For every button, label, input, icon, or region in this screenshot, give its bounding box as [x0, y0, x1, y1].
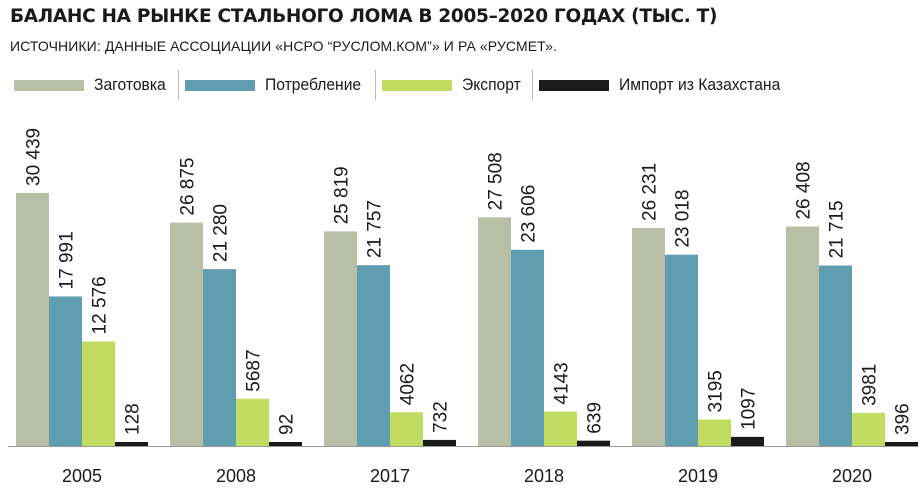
value-label-2008-экспорт: 5687 — [244, 349, 265, 391]
category-label-2018: 2018 — [524, 466, 564, 486]
bar-2020-экспорт — [852, 412, 885, 446]
bar-2019-экспорт — [698, 419, 731, 446]
bar-2020-импорт-из-казахстана — [885, 442, 918, 446]
legend-label-potreblenie: Потребление — [264, 75, 362, 94]
value-label-2008-импорт-из-казахстана: 92 — [277, 414, 298, 435]
bar-2020-потребление — [819, 265, 852, 446]
bar-2017-заготовка — [324, 231, 357, 446]
bar-2018-заготовка — [478, 217, 511, 446]
bar-2019-импорт-из-казахстана — [731, 436, 764, 446]
bar-2008-заготовка — [170, 222, 203, 446]
bar-2020-заготовка — [786, 226, 819, 446]
legend-label-eksport: Экспорт — [462, 75, 522, 94]
value-label-2005-потребление: 17 991 — [57, 231, 78, 289]
legend-item-potreblenie: Потребление — [177, 70, 376, 100]
value-label-2017-заготовка: 25 819 — [332, 166, 353, 224]
value-label-2019-импорт-из-казахстана: 1097 — [739, 388, 760, 430]
value-label-2020-экспорт: 3981 — [860, 364, 881, 406]
bar-2005-заготовка — [16, 193, 49, 446]
legend-swatch-eksport — [382, 79, 453, 91]
value-label-2018-потребление: 23 606 — [519, 185, 540, 243]
bar-2005-импорт-из-казахстана — [115, 442, 148, 446]
category-label-2019: 2019 — [678, 466, 718, 486]
legend-label-import: Импорт из Казахстана — [619, 75, 781, 94]
value-label-2020-потребление: 21 715 — [827, 200, 848, 258]
value-label-2008-потребление: 21 280 — [211, 204, 232, 262]
category-label-2005: 2005 — [62, 466, 102, 486]
bar-2008-потребление — [203, 269, 236, 446]
value-label-2017-импорт-из-казахстана: 732 — [431, 401, 452, 433]
value-label-2017-потребление: 21 757 — [365, 200, 386, 258]
value-label-2005-импорт-из-казахстана: 128 — [123, 403, 144, 435]
bar-chart: 30 439 17 991 12 576 128 2005 26 875 21 280 568… — [8, 128, 918, 486]
chart-title: БАЛАНС НА РЫНКЕ СТАЛЬНОГО ЛОМА В 2005–20… — [10, 6, 718, 27]
bar-2008-импорт-из-казахстана — [269, 442, 302, 446]
value-label-2019-потребление: 23 018 — [673, 190, 694, 248]
legend-swatch-zagotovka — [14, 79, 84, 91]
value-label-2018-импорт-из-казахстана: 639 — [585, 402, 606, 434]
bar-2019-заготовка — [632, 227, 665, 446]
value-label-2018-заготовка: 27 508 — [486, 152, 507, 210]
legend: Заготовка Потребление Экспорт Импорт из … — [8, 70, 916, 100]
legend-swatch-import — [539, 79, 610, 91]
value-label-2008-заготовка: 26 875 — [178, 157, 199, 215]
category-label-2008: 2008 — [216, 466, 256, 486]
value-label-2020-импорт-из-казахстана: 396 — [893, 403, 914, 435]
category-label-2017: 2017 — [370, 466, 410, 486]
value-label-2017-экспорт: 4062 — [398, 363, 419, 405]
value-label-2005-заготовка: 30 439 — [24, 128, 45, 186]
value-label-2005-экспорт: 12 576 — [90, 276, 111, 334]
bar-2017-экспорт — [390, 412, 423, 446]
value-label-2018-экспорт: 4143 — [552, 362, 573, 404]
bar-2005-потребление — [49, 296, 82, 446]
chart-subtitle: ИСТОЧНИКИ: ДАННЫЕ АССОЦИАЦИИ «НСРО “РУСЛ… — [10, 38, 558, 54]
value-label-2020-заготовка: 26 408 — [794, 161, 815, 219]
bar-2018-потребление — [511, 249, 544, 446]
value-label-2019-заготовка: 26 231 — [640, 163, 661, 221]
legend-item-zagotovka: Заготовка — [8, 70, 178, 100]
bar-2005-экспорт — [82, 341, 115, 446]
category-label-2020: 2020 — [832, 466, 872, 486]
value-label-2019-экспорт: 3195 — [706, 370, 727, 412]
bar-2018-экспорт — [544, 411, 577, 446]
bar-2019-потребление — [665, 254, 698, 446]
legend-item-import: Импорт из Казахстана — [532, 70, 800, 100]
bar-2008-экспорт — [236, 398, 269, 446]
bar-2017-потребление — [357, 265, 390, 446]
bar-2017-импорт-из-казахстана — [423, 439, 456, 446]
legend-item-eksport: Экспорт — [375, 70, 532, 100]
bar-2018-импорт-из-казахстана — [577, 440, 610, 446]
legend-label-zagotovka: Заготовка — [94, 75, 166, 94]
legend-swatch-potreblenie — [184, 79, 255, 91]
